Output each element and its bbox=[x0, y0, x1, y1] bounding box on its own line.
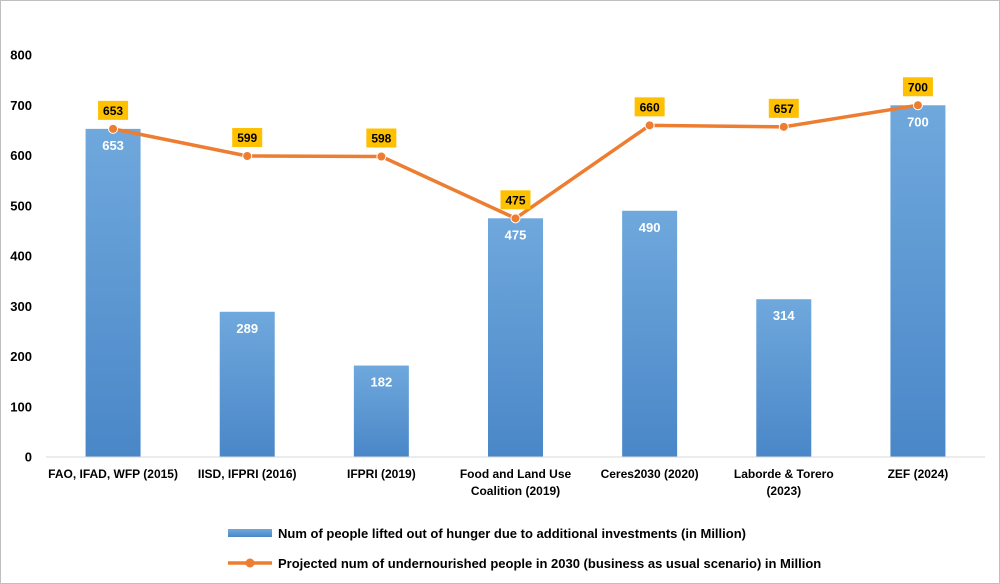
y-tick-label: 400 bbox=[10, 249, 32, 264]
line-value-label: 653 bbox=[103, 104, 123, 118]
y-tick-label: 300 bbox=[10, 299, 32, 314]
y-tick-label: 0 bbox=[25, 450, 32, 465]
line-value-label-box bbox=[500, 190, 531, 210]
bar bbox=[85, 128, 141, 457]
x-tick-label: IISD, IFPRI (2016) bbox=[198, 467, 297, 481]
line-value-label-box bbox=[634, 97, 665, 117]
line-value-label: 700 bbox=[908, 80, 928, 94]
line-point bbox=[376, 151, 387, 162]
legend-marker-line bbox=[245, 558, 255, 568]
y-tick-label: 700 bbox=[10, 98, 32, 113]
line-value-label-box bbox=[98, 100, 129, 120]
legend-label-line: Projected num of undernourished people i… bbox=[278, 556, 821, 571]
bar-value-label: 314 bbox=[773, 308, 795, 323]
y-tick-label: 500 bbox=[10, 198, 32, 213]
line-point bbox=[644, 120, 655, 131]
bar bbox=[890, 105, 946, 457]
line-value-label: 598 bbox=[371, 132, 391, 146]
bar-value-label: 700 bbox=[907, 114, 929, 129]
y-tick-label: 800 bbox=[10, 48, 32, 63]
y-tick-label: 600 bbox=[10, 148, 32, 163]
bar bbox=[756, 299, 812, 457]
legend-label-bar: Num of people lifted out of hunger due t… bbox=[278, 526, 746, 541]
bar bbox=[488, 218, 543, 457]
legend-swatch-bar bbox=[228, 529, 272, 537]
line-point bbox=[510, 213, 521, 224]
x-tick-label: FAO, IFAD, WFP (2015) bbox=[48, 467, 178, 481]
x-tick-label: ZEF (2024) bbox=[888, 467, 949, 481]
line-point bbox=[108, 123, 119, 134]
x-tick-label: Laborde & Torero (2023) bbox=[734, 467, 834, 498]
bar-value-label: 490 bbox=[639, 220, 661, 235]
bar-value-label: 289 bbox=[236, 321, 258, 336]
x-tick-label: IFPRI (2019) bbox=[347, 467, 416, 481]
bar bbox=[219, 311, 275, 457]
bar-value-label: 653 bbox=[102, 138, 124, 153]
line-value-label: 657 bbox=[774, 102, 794, 116]
line-point bbox=[778, 121, 789, 132]
bar-value-label: 475 bbox=[505, 227, 527, 242]
y-tick-label: 200 bbox=[10, 349, 32, 364]
bar-value-label: 182 bbox=[371, 375, 393, 390]
bar bbox=[353, 365, 409, 457]
y-tick-label: 100 bbox=[10, 399, 32, 414]
line-point bbox=[242, 151, 253, 162]
line-value-label: 475 bbox=[505, 193, 525, 207]
line-value-label: 599 bbox=[237, 131, 257, 145]
line-value-label: 660 bbox=[640, 100, 660, 114]
x-tick-label: Ceres2030 (2020) bbox=[601, 467, 699, 481]
x-tick-label: Food and Land Use Coalition (2019) bbox=[460, 467, 572, 498]
line-value-label-box bbox=[366, 128, 397, 148]
bar bbox=[622, 210, 678, 457]
line-value-label-box bbox=[768, 98, 799, 118]
line-point bbox=[912, 100, 923, 111]
line-value-label-box bbox=[232, 128, 263, 148]
line-value-label-box bbox=[902, 77, 933, 97]
